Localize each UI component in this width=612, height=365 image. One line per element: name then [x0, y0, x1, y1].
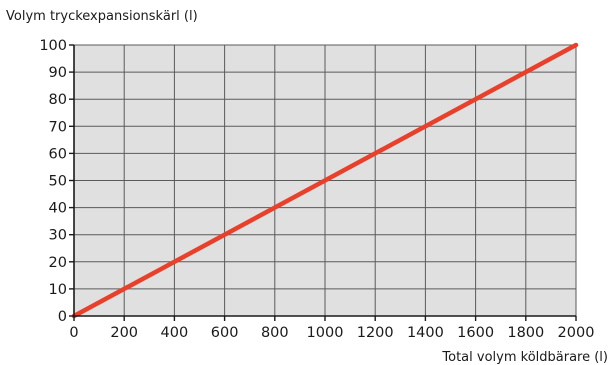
y-tick-label: 10 — [49, 282, 67, 298]
tick-labels: 0 200 400 600 800 1000 1200 1400 1600 1800 2000 0 10… — [39, 38, 594, 341]
x-tick-label: 1200 — [357, 325, 394, 341]
x-tick-label: 1400 — [407, 325, 444, 341]
x-tick-label: 800 — [261, 325, 289, 341]
y-tick-label: 40 — [49, 201, 67, 217]
x-axis-title: Total volym köldbärare (l) — [441, 350, 608, 365]
y-axis-title: Volym tryckexpansionskärl (l) — [6, 9, 198, 24]
y-tick-label: 100 — [39, 38, 67, 54]
y-tick-label: 70 — [49, 119, 67, 135]
y-tick-label: 30 — [49, 228, 67, 244]
x-tick-label: 2000 — [558, 325, 595, 341]
x-tick-label: 0 — [69, 325, 78, 341]
series-group — [71, 42, 579, 319]
x-tick-label: 1600 — [457, 325, 494, 341]
y-tick-label: 60 — [49, 146, 67, 162]
x-tick-label: 1000 — [307, 325, 344, 341]
x-tick-label: 200 — [110, 325, 138, 341]
axes — [69, 44, 577, 321]
x-tick-label: 1800 — [507, 325, 544, 341]
y-tick-label: 80 — [49, 92, 67, 108]
x-tick-label: 600 — [211, 325, 239, 341]
y-tick-label: 50 — [49, 174, 67, 190]
y-tick-label: 90 — [49, 65, 67, 81]
y-tick-label: 20 — [49, 255, 67, 271]
x-tick-label: 400 — [161, 325, 189, 341]
y-tick-label: 0 — [58, 309, 67, 325]
series-line-0 — [71, 42, 579, 319]
